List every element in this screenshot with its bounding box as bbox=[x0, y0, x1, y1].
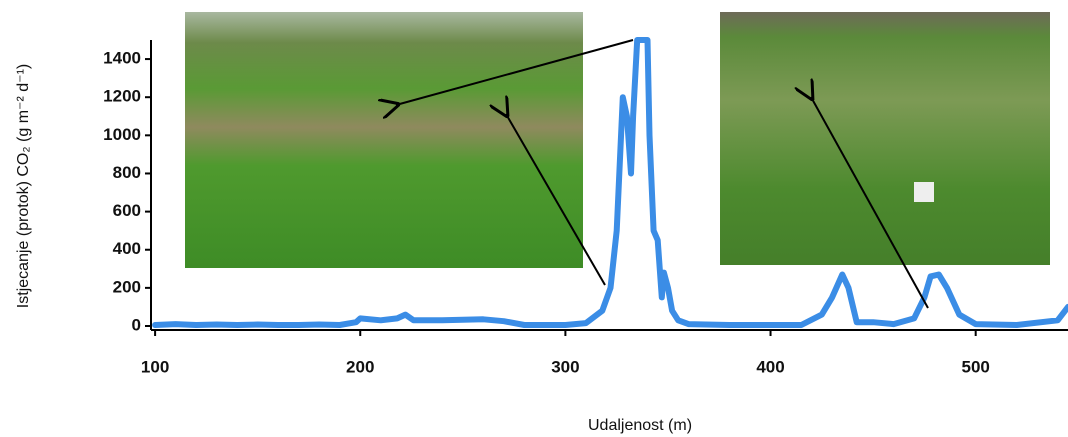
arrow bbox=[506, 114, 606, 286]
photo-left bbox=[185, 12, 583, 268]
x-axis-label: Udaljenost (m) bbox=[588, 417, 692, 434]
y-tick-label: 1000 bbox=[103, 125, 141, 144]
y-tick-label: 400 bbox=[113, 239, 141, 258]
x-tick-label: 200 bbox=[346, 357, 374, 376]
x-tick-label: 400 bbox=[756, 357, 784, 376]
plot bbox=[152, 37, 1068, 328]
x-tick-label: 300 bbox=[551, 357, 579, 376]
y-axis-label: Istjecanje (protok) CO₂ (g m⁻² d⁻¹) bbox=[15, 64, 32, 308]
x-tick-label: 100 bbox=[141, 357, 169, 376]
y-tick-label: 200 bbox=[113, 277, 141, 296]
axes: 0 200 400 600 800 1000 1200 1400 100 200 300 400 500 bbox=[103, 40, 1068, 376]
y-tick-label: 0 bbox=[132, 315, 141, 334]
arrow bbox=[811, 97, 929, 309]
photo-right bbox=[720, 12, 1050, 265]
y-tick-label: 600 bbox=[113, 201, 141, 220]
y-tick-label: 800 bbox=[113, 163, 141, 182]
y-tick-label: 1400 bbox=[103, 49, 141, 68]
photo-object bbox=[914, 182, 934, 202]
data-line bbox=[152, 37, 1068, 328]
y-tick-label: 1200 bbox=[103, 87, 141, 106]
arrow bbox=[396, 39, 634, 105]
x-tick-label: 500 bbox=[961, 357, 989, 376]
